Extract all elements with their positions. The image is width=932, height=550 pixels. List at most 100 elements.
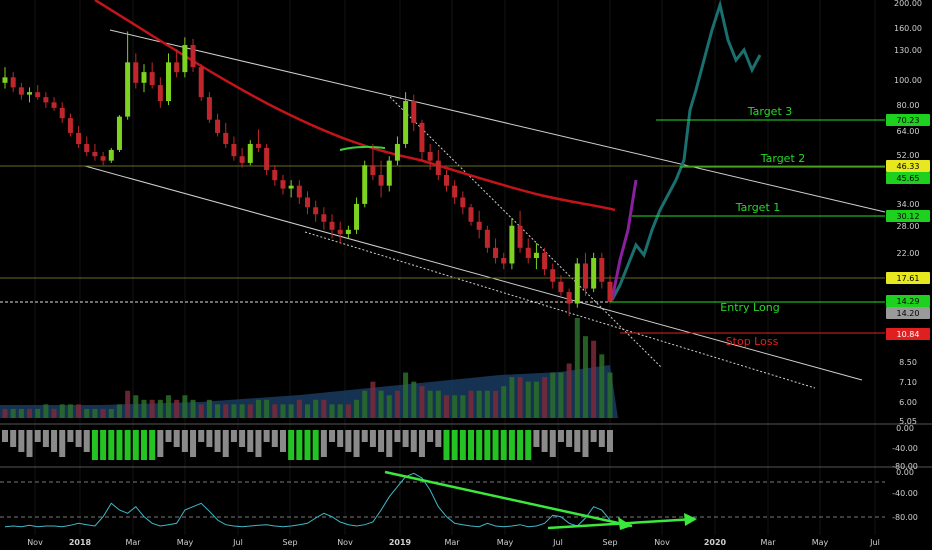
hist-bar-50 [410, 430, 417, 452]
price-badge-bg-0 [886, 114, 930, 126]
candle-25 [206, 92, 212, 123]
candle-body-17 [141, 72, 147, 83]
hist-bar-13 [108, 430, 115, 460]
price-tick-10: 22.00 [897, 249, 920, 258]
candle-7 [59, 102, 65, 123]
volume-bar-52 [427, 390, 433, 418]
candle-body-52 [427, 151, 433, 161]
volume-bar-20 [166, 395, 172, 418]
hist-bar-8 [67, 430, 74, 442]
price-badge-bg-6 [886, 307, 930, 319]
projection-path [610, 0, 762, 301]
time-tick-11: Sep [602, 538, 617, 547]
candle-49 [403, 92, 409, 148]
candle-body-55 [452, 185, 458, 198]
hist-bar-30 [247, 430, 254, 452]
hist-bar-33 [271, 430, 278, 447]
candle-body-69 [566, 292, 572, 304]
hist-bar-43 [353, 430, 360, 457]
volume-bar-69 [566, 363, 572, 418]
candle-39 [321, 207, 327, 230]
volume-bar-58 [476, 390, 482, 418]
hist-bar-73 [598, 430, 605, 447]
candle-body-41 [337, 229, 343, 235]
candle-body-34 [280, 180, 286, 189]
volume-bar-46 [378, 390, 384, 418]
pane2-tick-0: 0.00 [896, 424, 914, 433]
candle-body-15 [125, 62, 131, 117]
price-badge-5: 14.29 [886, 295, 930, 307]
volume-bar-23 [190, 399, 196, 418]
candle-48 [394, 136, 400, 166]
divergence-arrow-1 [384, 470, 633, 528]
level-label-4: Stop Loss [726, 335, 779, 348]
price-tick-2: 130.00 [894, 46, 922, 55]
volume-bar-10 [84, 408, 90, 418]
candle-body-14 [116, 116, 122, 150]
candle-body-20 [166, 62, 172, 102]
hist-bar-12 [100, 430, 107, 460]
candle-13 [108, 147, 114, 163]
candle-body-45 [370, 165, 376, 175]
candle-2 [18, 82, 24, 100]
candle-body-43 [354, 203, 360, 230]
hist-bar-20 [165, 430, 172, 442]
volume-bar-60 [493, 390, 499, 418]
candle-body-10 [84, 143, 90, 152]
volume-bar-11 [92, 408, 98, 418]
pane3-tick-2: -80.00 [892, 513, 918, 522]
candle-28 [231, 136, 237, 161]
volume-bar-24 [198, 404, 204, 418]
volume-bar-21 [174, 399, 180, 418]
price-axis[interactable]: 200.00 160.00 130.00 100.00 80.00 64.00 52.00 4… [892, 0, 922, 522]
hist-bar-59 [484, 430, 491, 460]
hist-bar-5 [42, 430, 49, 447]
candle-body-11 [92, 151, 98, 157]
volume-bar-64 [525, 381, 531, 418]
candle-69 [566, 288, 572, 317]
price-tick-1: 160.00 [894, 24, 922, 33]
volume-bar-13 [108, 408, 114, 418]
hist-bar-19 [157, 430, 164, 457]
candle-body-18 [149, 72, 155, 86]
projection-purple [610, 179, 638, 301]
time-axis[interactable]: Nov 2018 Mar May Jul Sep Nov 2019 Mar May Jul Sep No… [27, 538, 880, 547]
volume-bar-37 [305, 404, 310, 418]
hist-bar-1 [10, 430, 17, 447]
candle-body-36 [296, 185, 302, 198]
price-badge-text-5: 14.29 [897, 297, 920, 306]
time-tick-15: May [812, 538, 829, 547]
candle-30 [247, 140, 253, 166]
hist-bar-22 [181, 430, 188, 452]
candle-body-58 [476, 221, 482, 230]
candle-22 [182, 37, 188, 78]
volume-bar-25 [206, 399, 212, 418]
candle-body-35 [288, 185, 294, 189]
candle-65 [533, 243, 539, 270]
candle-18 [149, 62, 155, 89]
candle-body-74 [607, 281, 613, 302]
hist-bar-46 [378, 430, 385, 452]
price-badge-3: 30.12 [886, 210, 930, 222]
hist-bar-34 [279, 430, 286, 452]
hist-bar-52 [427, 430, 434, 442]
hist-bar-68 [557, 430, 564, 442]
hist-bar-29 [239, 430, 246, 447]
volume-bar-28 [231, 404, 237, 418]
candle-body-32 [264, 147, 270, 170]
hist-bar-15 [124, 430, 131, 460]
candle-body-73 [599, 258, 605, 282]
volume-bar-63 [517, 377, 523, 418]
candle-38 [313, 200, 319, 222]
time-tick-10: Jul [552, 538, 563, 547]
hist-bar-62 [508, 430, 515, 460]
candle-12 [100, 151, 106, 166]
target-levels: Target 3 Target 2 Target 1 Entry Long Stop L… [610, 105, 885, 348]
candle-50 [411, 94, 417, 132]
candle-24 [198, 64, 204, 102]
candle-54 [443, 169, 449, 192]
volume-bar-32 [264, 399, 270, 418]
hist-bar-36 [296, 430, 303, 460]
hist-bar-71 [582, 430, 589, 457]
candle-19 [157, 77, 163, 108]
